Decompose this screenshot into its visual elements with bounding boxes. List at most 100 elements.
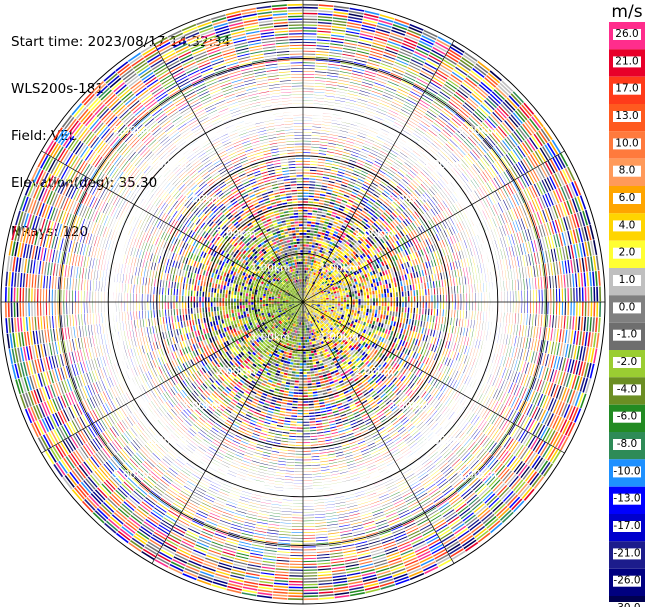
- velocity-cell: [332, 17, 348, 21]
- velocity-cell: [385, 264, 389, 270]
- velocity-cell: [353, 278, 357, 282]
- velocity-cell: [412, 359, 416, 366]
- velocity-cell: [505, 258, 508, 270]
- velocity-cell: [494, 312, 496, 322]
- velocity-cell: [388, 283, 392, 289]
- velocity-cell: [342, 257, 346, 261]
- velocity-cell: [502, 259, 505, 270]
- velocity-cell: [329, 219, 334, 223]
- velocity-cell: [312, 281, 315, 285]
- velocity-cell: [346, 252, 350, 257]
- velocity-cell: [393, 356, 398, 362]
- velocity-cell: [322, 278, 326, 282]
- velocity-cell: [433, 184, 440, 192]
- velocity-cell: [304, 279, 306, 282]
- velocity-cell: [341, 59, 354, 63]
- velocity-cell: [479, 320, 481, 330]
- velocity-cell: [321, 130, 330, 132]
- velocity-cell: [402, 347, 406, 353]
- velocity-cell: [356, 227, 361, 232]
- velocity-cell: [423, 115, 434, 123]
- velocity-cell: [361, 248, 366, 253]
- velocity-cell: [593, 332, 597, 348]
- velocity-cell: [305, 256, 308, 259]
- velocity-cell: [451, 96, 463, 105]
- velocity-cell: [353, 145, 362, 150]
- velocity-cell: [449, 400, 456, 409]
- velocity-cell: [353, 287, 357, 291]
- velocity-cell: [345, 143, 354, 147]
- velocity-cell: [358, 317, 362, 321]
- velocity-cell: [339, 68, 352, 71]
- velocity-cell: [395, 234, 400, 240]
- velocity-cell: [414, 332, 417, 339]
- velocity-cell: [402, 251, 406, 257]
- velocity-cell: [356, 352, 361, 357]
- velocity-cell: [303, 181, 310, 183]
- velocity-cell: [463, 157, 471, 166]
- velocity-cell: [368, 200, 374, 205]
- velocity-cell: [367, 298, 370, 302]
- velocity-cell: [335, 244, 339, 248]
- velocity-cell: [368, 99, 379, 103]
- velocity-cell: [381, 343, 386, 348]
- velocity-cell: [330, 199, 336, 202]
- velocity-cell: [498, 433, 507, 445]
- velocity-cell: [459, 373, 464, 382]
- velocity-cell: [362, 253, 366, 258]
- velocity-cell: [445, 309, 447, 317]
- velocity-cell: [513, 427, 521, 439]
- velocity-cell: [361, 351, 366, 356]
- velocity-cell: [584, 302, 587, 317]
- velocity-cell: [435, 41, 449, 50]
- velocity-cell: [331, 31, 345, 35]
- velocity-cell: [390, 297, 393, 302]
- velocity-cell: [374, 177, 382, 182]
- velocity-cell: [447, 79, 459, 88]
- velocity-cell: [439, 150, 448, 158]
- velocity-cell: [346, 140, 355, 144]
- velocity-cell: [303, 88, 314, 90]
- velocity-cell: [486, 282, 487, 292]
- velocity-cell: [344, 363, 349, 368]
- velocity-cell: [448, 171, 455, 179]
- velocity-cell: [318, 7, 334, 10]
- velocity-cell: [518, 290, 520, 302]
- velocity-cell: [445, 287, 447, 295]
- velocity-cell: [389, 347, 393, 353]
- velocity-cell: [497, 403, 504, 415]
- velocity-cell: [368, 287, 372, 292]
- velocity-cell: [310, 280, 313, 284]
- velocity-cell: [462, 422, 469, 431]
- velocity-cell: [407, 96, 418, 103]
- velocity-cell: [379, 183, 386, 189]
- velocity-cell: [362, 79, 374, 83]
- velocity-cell: [336, 235, 341, 239]
- velocity-cell: [512, 291, 514, 302]
- velocity-cell: [361, 220, 367, 225]
- velocity-cell: [409, 343, 414, 350]
- velocity-cell: [353, 61, 366, 66]
- velocity-cell: [488, 181, 496, 191]
- velocity-cell: [452, 402, 458, 410]
- velocity-cell: [515, 163, 523, 175]
- velocity-cell: [345, 189, 352, 193]
- velocity-cell: [313, 278, 316, 282]
- velocity-cell: [352, 188, 359, 193]
- velocity-cell: [512, 411, 520, 423]
- velocity-cell: [428, 322, 431, 329]
- velocity-cell: [431, 322, 434, 330]
- velocity-cell: [461, 221, 466, 230]
- velocity-cell: [438, 316, 441, 324]
- velocity-cell: [411, 319, 414, 326]
- velocity-cell: [303, 36, 317, 38]
- velocity-cell: [352, 304, 355, 308]
- velocity-cell: [304, 270, 307, 273]
- velocity-cell: [340, 295, 344, 298]
- velocity-cell: [365, 138, 375, 142]
- velocity-cell: [354, 281, 358, 285]
- velocity-cell: [344, 191, 351, 196]
- velocity-cell: [435, 330, 439, 338]
- velocity-cell: [452, 235, 457, 243]
- velocity-cell: [338, 135, 347, 139]
